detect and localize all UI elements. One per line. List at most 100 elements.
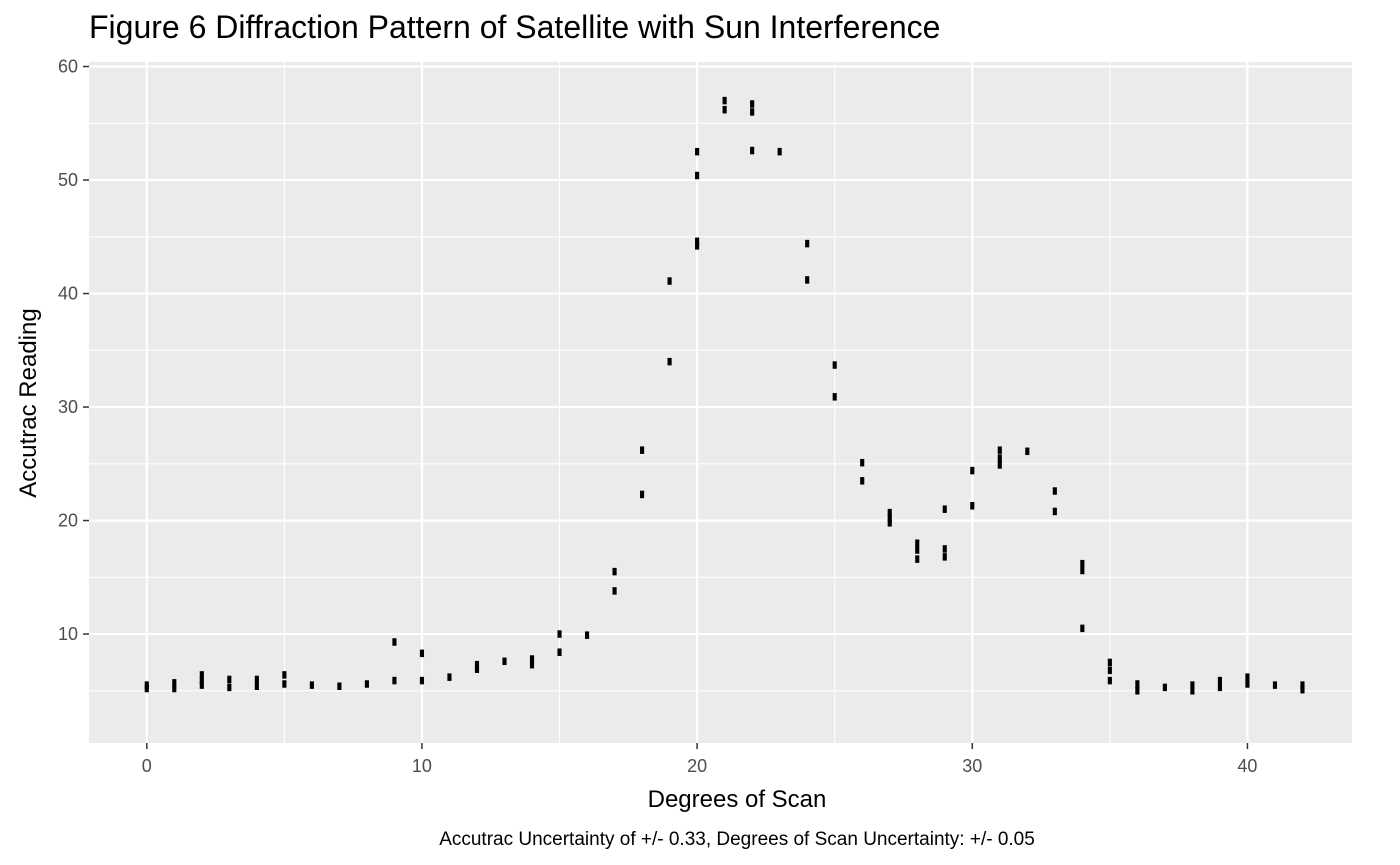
data-point [1107,666,1112,675]
data-point [1135,687,1140,695]
data-point [887,508,892,517]
data-point [887,514,892,523]
x-axis: 0 10 20 30 40 [142,743,1257,776]
data-point [144,684,149,693]
data-point [172,679,177,687]
y-tick-label: 50 [58,170,78,190]
data-point [612,587,617,595]
data-point [997,461,1002,469]
data-point [942,553,947,561]
y-axis: 10 20 30 40 50 60 [58,57,89,644]
data-point [805,276,810,284]
y-tick-label: 40 [58,284,78,304]
data-point [474,665,480,673]
plot-panel [89,62,1352,743]
x-tick-label: 0 [142,756,152,776]
data-point [667,357,672,366]
data-point [997,446,1002,454]
data-point [1190,687,1195,695]
data-point [695,171,700,180]
y-tick-label: 60 [58,57,78,77]
y-axis-title: Accutrac Reading [15,308,42,497]
data-point [254,682,259,690]
data-point [1300,685,1305,694]
data-point [832,361,837,369]
data-point [282,680,287,688]
data-point [227,675,232,684]
data-point [832,393,837,401]
x-tick-label: 20 [687,756,707,776]
data-point [667,277,672,285]
data-point [970,502,975,510]
data-point [640,490,645,499]
data-point [970,466,975,475]
data-point [860,477,865,485]
data-point [1245,680,1250,688]
data-point [915,539,920,547]
y-tick-label: 20 [58,511,78,531]
data-point [1217,676,1222,685]
y-tick-label: 30 [58,397,78,417]
data-point [1052,507,1057,516]
data-point [419,649,425,658]
x-tick-label: 10 [412,756,432,776]
data-point [254,675,259,684]
data-point [1245,673,1250,681]
data-point [172,684,177,693]
data-point [1080,559,1085,568]
data-point [282,671,287,679]
data-point [1080,566,1085,575]
data-point [309,681,314,689]
data-point [915,555,920,563]
data-point [1300,681,1305,689]
data-point [777,147,782,156]
data-point [474,660,480,669]
data-point [805,239,810,248]
data-point [1217,683,1222,692]
data-point [364,680,369,688]
chart-caption: Accutrac Uncertainty of +/- 0.33, Degree… [439,829,1035,850]
data-point [640,446,645,454]
chart-title: Figure 6 Diffraction Pattern of Satellit… [89,9,940,45]
data-point [695,242,700,250]
data-point [419,676,425,685]
data-point [1052,487,1057,495]
data-point [750,146,755,155]
data-point [199,671,204,679]
data-point [722,96,727,105]
data-point [557,648,562,656]
data-point [612,567,617,576]
data-point [1080,624,1085,633]
x-tick-label: 40 [1237,756,1257,776]
data-point [199,676,204,685]
data-point [227,683,232,692]
data-point [584,631,590,639]
data-point [529,660,535,669]
data-point [1025,447,1030,456]
data-point [722,105,727,114]
data-point [942,505,947,513]
minor-gridlines [89,62,1352,743]
data-point [529,655,535,663]
data-point [337,682,342,690]
major-gridlines [89,62,1352,743]
x-tick-label: 30 [962,756,982,776]
data-point [695,147,700,156]
data-point [502,657,507,666]
data-point [392,676,397,685]
data-point [1272,681,1278,689]
data-point [392,638,397,646]
data-point [915,546,920,554]
data-point [1135,680,1140,688]
data-point [447,673,452,681]
data-point [942,545,947,553]
x-axis-title: Degrees of Scan [648,786,827,813]
y-tick-label: 10 [58,624,78,644]
data-point [695,237,700,246]
data-point [1162,683,1167,692]
data-point [860,458,865,467]
data-point [557,630,562,638]
data-point [1107,658,1112,667]
data-points [144,96,1305,695]
